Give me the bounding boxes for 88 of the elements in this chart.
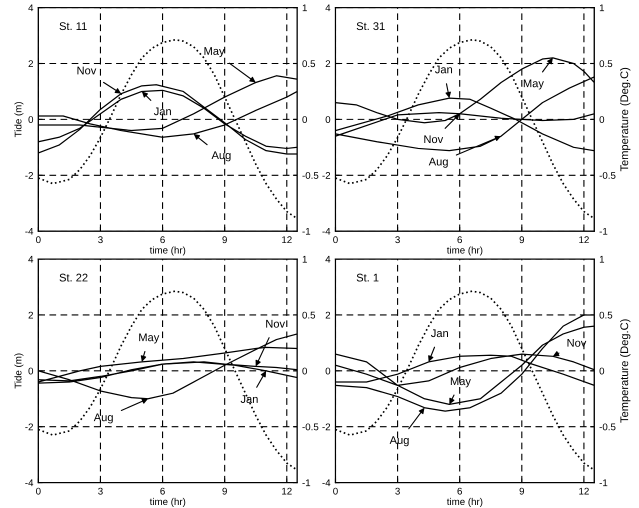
annotation: Aug <box>390 436 409 446</box>
y-tick-label: -2 <box>322 172 330 179</box>
y2-tick-label: 0 <box>302 116 308 123</box>
y2-tick-label: -0.5 <box>600 423 616 430</box>
x-axis-title: time (hr) <box>150 246 186 256</box>
x-tick-label: 12 <box>282 488 292 495</box>
annotation: St. 1 <box>356 274 378 282</box>
y2-tick-label: -0.5 <box>302 423 318 430</box>
y2-tick-label: -1 <box>302 479 310 486</box>
y-tick-label: 2 <box>28 312 33 318</box>
y-tick-label: 0 <box>28 368 34 374</box>
y2-tick-label: 0.5 <box>302 312 316 319</box>
y-tick-label: 4 <box>325 256 330 263</box>
y-tick-label: 0 <box>326 116 330 123</box>
y-tick-label: 4 <box>325 4 330 12</box>
x-tick-label: 6 <box>457 488 462 495</box>
annotation: Jan <box>240 395 258 403</box>
y2-tick-label: 0 <box>600 368 604 374</box>
annotation: Nov <box>568 339 586 347</box>
x-tick-label: 0 <box>36 488 41 495</box>
x-tick-label: 9 <box>520 488 524 495</box>
x-tick-label: 3 <box>395 236 400 244</box>
annotation: Aug <box>428 158 448 168</box>
y-tick-label: -4 <box>322 479 330 486</box>
x-tick-label: 6 <box>457 236 462 244</box>
y2-axis-title: Temperature (Deg.C) <box>620 68 630 172</box>
annotation: Jan <box>430 329 448 338</box>
annotation: Jan <box>154 108 171 116</box>
y-axis-title: Tide (m) <box>14 354 24 389</box>
x-tick-label: 9 <box>222 488 227 495</box>
annotation: Nov <box>424 135 444 144</box>
y-tick-label: 0 <box>326 368 330 374</box>
annotation: St. 31 <box>356 22 385 30</box>
y-axis-title: Tide (m) <box>14 102 24 138</box>
y2-tick-label: 0.5 <box>600 60 612 68</box>
annotation: Aug <box>212 151 231 162</box>
x-tick-label: 9 <box>222 236 227 244</box>
x-tick-label: 0 <box>333 236 338 244</box>
y-tick-label: -2 <box>25 423 33 430</box>
y2-tick-label: -1 <box>600 479 608 486</box>
y2-axis-title: Temperature (Deg.C) <box>620 319 630 423</box>
annotation: May <box>139 334 160 344</box>
x-tick-label: 12 <box>282 236 292 244</box>
y2-tick-label: 1 <box>600 256 604 263</box>
y2-tick-label: -0.5 <box>302 172 318 179</box>
y-tick-label: 4 <box>28 4 34 12</box>
y-tick-label: -2 <box>25 172 33 179</box>
y2-tick-label: 0.5 <box>600 312 612 319</box>
y-tick-label: -4 <box>25 228 34 235</box>
annotation: May <box>524 80 544 90</box>
x-tick-label: 3 <box>395 488 400 495</box>
y-tick-label: -2 <box>322 423 330 430</box>
y2-tick-label: -1 <box>302 228 310 235</box>
y-tick-label: 2 <box>28 60 33 68</box>
x-tick-label: 3 <box>98 236 103 244</box>
y2-tick-label: -1 <box>600 228 608 235</box>
y-tick-label: 4 <box>28 256 34 263</box>
y2-tick-label: 0 <box>302 368 308 374</box>
y-tick-label: -4 <box>25 479 34 486</box>
annotation: St. 11 <box>60 22 87 30</box>
annotation: May <box>450 377 471 388</box>
y2-tick-label: 1 <box>600 4 604 12</box>
x-tick-label: 3 <box>98 488 103 495</box>
y-tick-label: 0 <box>28 116 34 123</box>
x-axis-title: time (hr) <box>150 498 186 507</box>
annotation: Aug <box>94 413 113 424</box>
x-tick-label: 12 <box>579 488 589 495</box>
y2-tick-label: 0 <box>600 116 604 123</box>
x-tick-label: 12 <box>579 236 589 244</box>
y-tick-label: -4 <box>322 228 330 235</box>
annotation: St. 22 <box>60 274 88 282</box>
annotation: Nov <box>77 66 96 74</box>
x-tick-label: 6 <box>160 236 165 244</box>
x-axis-title: time (hr) <box>446 246 482 256</box>
y2-tick-label: -0.5 <box>600 172 616 179</box>
y2-tick-label: 0.5 <box>302 60 316 68</box>
y-tick-label: 2 <box>326 60 330 68</box>
annotation: May <box>204 47 225 58</box>
annotation: Nov <box>266 320 286 328</box>
y-tick-label: 2 <box>326 312 330 318</box>
y2-tick-label: 1 <box>302 4 307 12</box>
x-tick-label: 6 <box>160 488 165 495</box>
y2-tick-label: 1 <box>302 256 307 263</box>
x-tick-label: 0 <box>333 488 338 495</box>
x-tick-label: 0 <box>36 236 41 244</box>
x-tick-label: 9 <box>520 236 524 244</box>
x-axis-title: time (hr) <box>446 498 482 507</box>
annotation: Jan <box>435 66 452 74</box>
